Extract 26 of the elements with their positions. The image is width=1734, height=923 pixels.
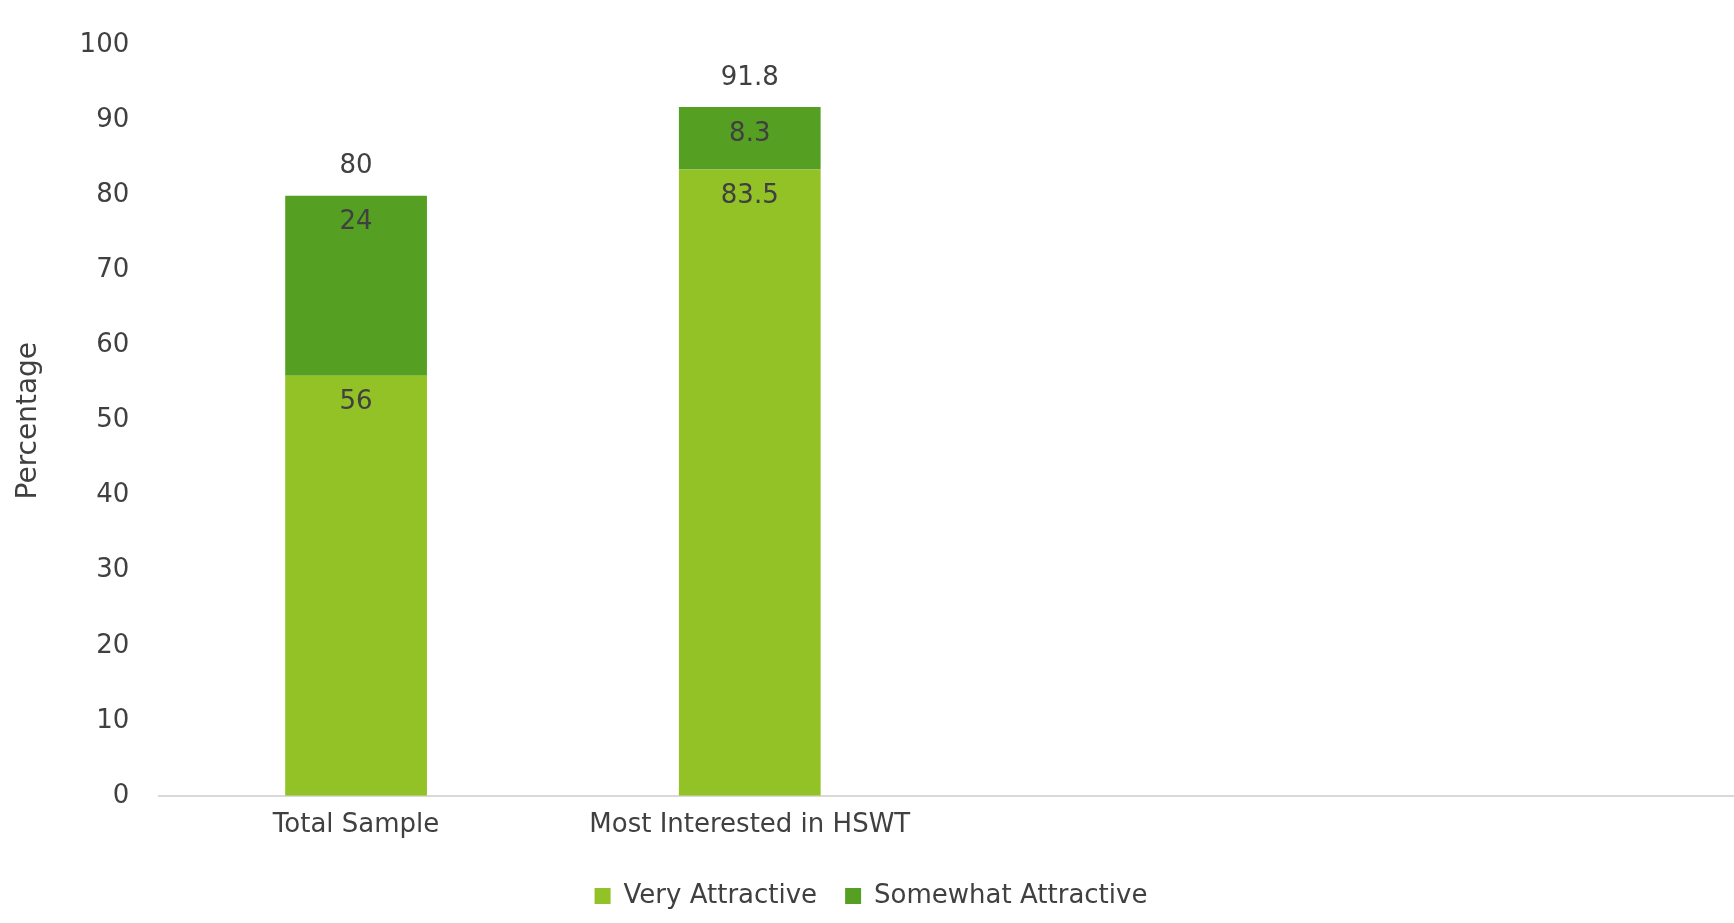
y-tick-label: 0: [112, 778, 130, 809]
bar: [285, 375, 427, 796]
y-tick-label: 10: [96, 703, 130, 734]
x-tick-label: Most Interested in HSWT: [589, 808, 911, 839]
y-tick-label: 80: [96, 178, 130, 209]
bar: [678, 169, 821, 796]
x-tick-label: Total Sample: [271, 808, 440, 839]
y-tick-label: 50: [96, 403, 130, 434]
y-tick-label: 40: [96, 478, 130, 509]
y-tick-label: 70: [96, 253, 130, 284]
bar: [678, 107, 821, 170]
y-tick-label: 30: [96, 553, 130, 584]
y-tick-label: 100: [79, 28, 130, 59]
y-tick-label: 60: [96, 328, 130, 359]
y-axis-title: Percentage: [10, 341, 44, 500]
data-label: 83.5: [720, 179, 779, 210]
total-label: 80: [339, 149, 373, 180]
legend-label: Somewhat Attractive: [874, 878, 1148, 909]
bar: [285, 195, 427, 376]
y-tick-label: 90: [96, 103, 130, 134]
data-label: 8.3: [729, 116, 771, 147]
total-label: 91.8: [720, 60, 779, 91]
legend-label: Very Attractive: [623, 878, 818, 909]
data-label: 24: [339, 205, 373, 236]
y-tick-label: 20: [96, 628, 130, 659]
data-label: 56: [339, 385, 373, 416]
